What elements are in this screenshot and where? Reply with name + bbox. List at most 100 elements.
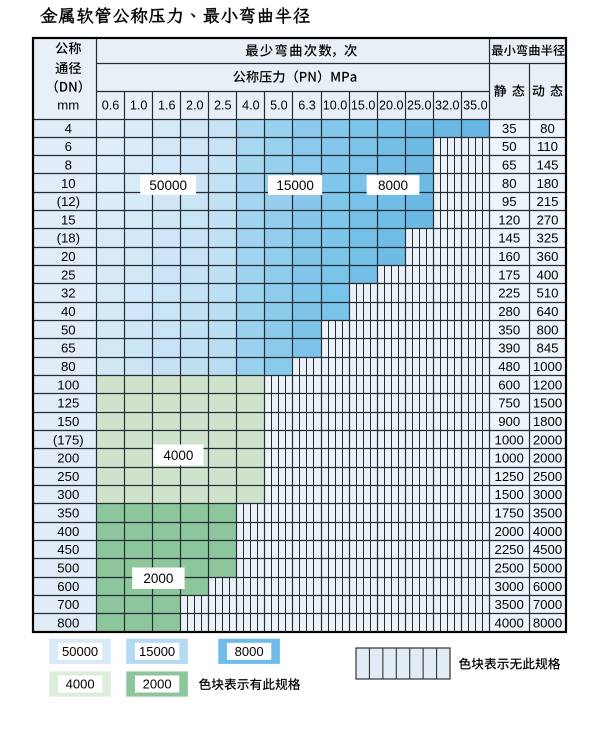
svg-text:80: 80 <box>540 121 555 136</box>
svg-text:(18): (18) <box>57 231 80 246</box>
svg-text:360: 360 <box>536 249 558 264</box>
svg-text:10: 10 <box>61 176 76 191</box>
svg-text:8000: 8000 <box>533 616 562 631</box>
svg-text:1.6: 1.6 <box>158 98 176 112</box>
svg-text:700: 700 <box>57 597 79 612</box>
svg-text:50000: 50000 <box>149 178 187 193</box>
svg-text:1000: 1000 <box>495 432 524 447</box>
svg-text:(175): (175) <box>53 432 84 447</box>
svg-text:80: 80 <box>502 176 517 191</box>
svg-text:270: 270 <box>536 212 558 227</box>
svg-text:15000: 15000 <box>276 178 314 193</box>
svg-text:600: 600 <box>498 377 520 392</box>
svg-text:2000: 2000 <box>143 571 173 586</box>
svg-text:800: 800 <box>536 322 558 337</box>
svg-text:300: 300 <box>57 487 79 502</box>
svg-text:1800: 1800 <box>533 414 562 429</box>
svg-text:845: 845 <box>536 341 558 356</box>
svg-text:6.3: 6.3 <box>298 98 316 112</box>
svg-text:50: 50 <box>61 322 76 337</box>
svg-text:50000: 50000 <box>62 644 98 659</box>
svg-text:125: 125 <box>57 396 79 411</box>
svg-text:110: 110 <box>537 139 558 154</box>
svg-text:2000: 2000 <box>533 451 562 466</box>
svg-text:65: 65 <box>61 341 76 356</box>
svg-text:600: 600 <box>57 579 79 594</box>
svg-text:6: 6 <box>65 139 72 154</box>
svg-text:500: 500 <box>57 561 79 576</box>
svg-text:2000: 2000 <box>143 677 172 692</box>
svg-text:mm: mm <box>57 98 79 113</box>
svg-text:4000: 4000 <box>533 524 562 539</box>
svg-text:1500: 1500 <box>495 487 524 502</box>
svg-text:1.0: 1.0 <box>130 98 148 112</box>
svg-text:1500: 1500 <box>533 396 562 411</box>
svg-text:35.0: 35.0 <box>463 98 488 112</box>
svg-text:25: 25 <box>61 267 76 282</box>
svg-text:1250: 1250 <box>495 469 524 484</box>
svg-text:280: 280 <box>498 304 520 319</box>
svg-text:5000: 5000 <box>533 561 562 576</box>
svg-text:15000: 15000 <box>139 644 175 659</box>
svg-text:(12): (12) <box>57 194 80 209</box>
svg-text:40: 40 <box>61 304 76 319</box>
svg-text:175: 175 <box>498 267 520 282</box>
svg-text:120: 120 <box>498 212 520 227</box>
svg-text:32.0: 32.0 <box>435 98 460 112</box>
svg-text:200: 200 <box>57 451 79 466</box>
svg-text:2500: 2500 <box>495 561 524 576</box>
svg-text:1200: 1200 <box>533 377 562 392</box>
svg-text:900: 900 <box>498 414 520 429</box>
svg-text:400: 400 <box>536 267 558 282</box>
svg-text:20.0: 20.0 <box>379 98 404 112</box>
svg-text:100: 100 <box>57 377 79 392</box>
svg-text:350: 350 <box>498 322 520 337</box>
svg-text:215: 215 <box>536 194 558 209</box>
svg-text:450: 450 <box>57 542 79 557</box>
svg-text:160: 160 <box>498 249 520 264</box>
svg-text:350: 350 <box>57 506 79 521</box>
svg-text:2.5: 2.5 <box>214 98 232 112</box>
svg-text:4: 4 <box>65 121 72 136</box>
svg-text:8000: 8000 <box>235 644 264 659</box>
svg-text:325: 325 <box>536 231 558 246</box>
svg-text:3500: 3500 <box>495 597 524 612</box>
svg-text:2500: 2500 <box>533 469 562 484</box>
svg-text:145: 145 <box>536 157 558 172</box>
svg-text:4.0: 4.0 <box>242 98 260 112</box>
svg-text:32: 32 <box>61 286 76 301</box>
svg-text:250: 250 <box>57 469 79 484</box>
svg-text:800: 800 <box>57 616 79 631</box>
svg-text:3000: 3000 <box>495 579 524 594</box>
svg-text:3000: 3000 <box>533 487 562 502</box>
svg-text:50: 50 <box>502 139 517 154</box>
svg-text:8: 8 <box>65 157 72 172</box>
svg-text:8000: 8000 <box>378 178 408 193</box>
svg-text:35: 35 <box>502 121 517 136</box>
svg-text:95: 95 <box>502 194 517 209</box>
svg-text:6000: 6000 <box>533 579 562 594</box>
svg-text:3500: 3500 <box>533 506 562 521</box>
svg-text:10.0: 10.0 <box>323 98 348 112</box>
svg-text:15: 15 <box>61 212 76 227</box>
svg-text:5.0: 5.0 <box>270 98 288 112</box>
svg-text:4000: 4000 <box>163 448 193 463</box>
svg-text:180: 180 <box>536 176 558 191</box>
svg-text:1000: 1000 <box>533 359 562 374</box>
svg-text:4000: 4000 <box>495 616 524 631</box>
svg-text:2250: 2250 <box>495 542 524 557</box>
svg-text:2.0: 2.0 <box>186 98 204 112</box>
svg-text:7000: 7000 <box>533 597 562 612</box>
svg-text:25.0: 25.0 <box>407 98 432 112</box>
svg-text:20: 20 <box>61 249 76 264</box>
svg-text:2000: 2000 <box>495 524 524 539</box>
svg-text:400: 400 <box>57 524 79 539</box>
svg-text:1750: 1750 <box>495 506 524 521</box>
svg-text:510: 510 <box>536 286 558 301</box>
svg-text:1000: 1000 <box>495 451 524 466</box>
svg-text:4500: 4500 <box>533 542 562 557</box>
svg-text:150: 150 <box>57 414 79 429</box>
svg-text:145: 145 <box>498 231 520 246</box>
svg-text:4000: 4000 <box>66 677 95 692</box>
svg-text:390: 390 <box>498 341 520 356</box>
